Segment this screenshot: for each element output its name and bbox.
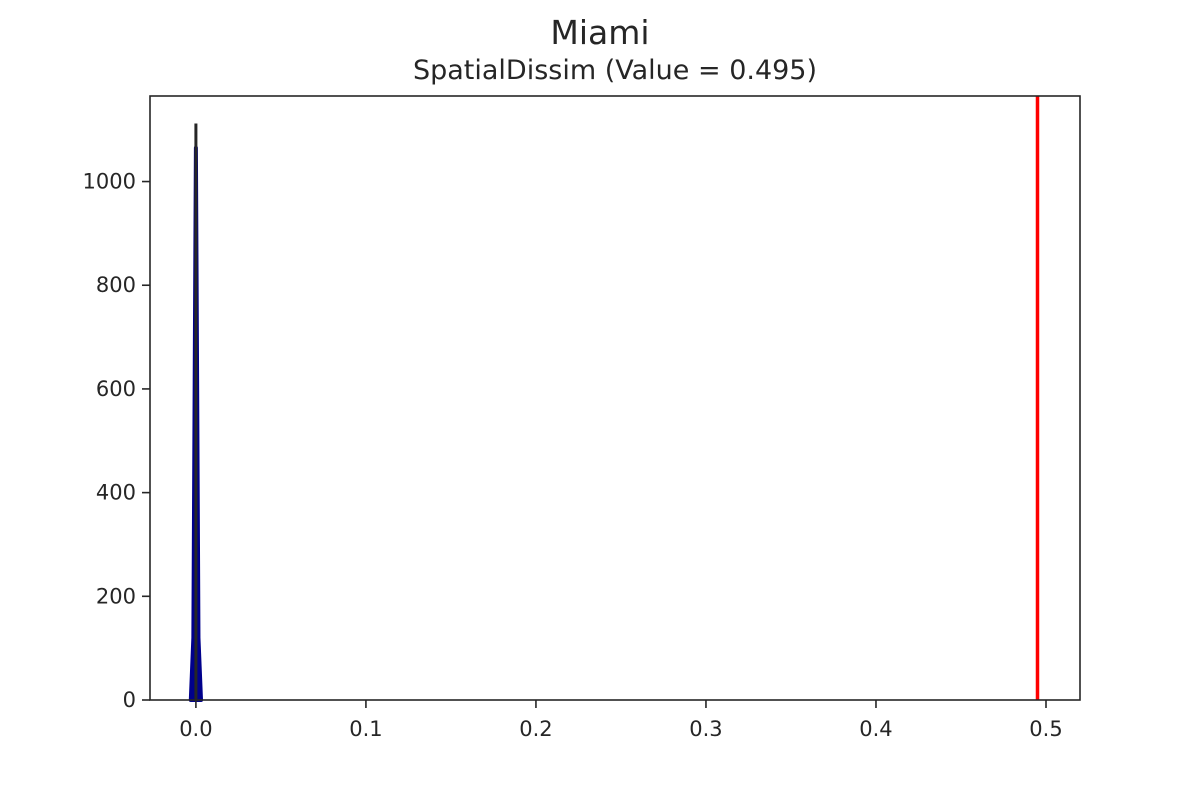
- y-axis: 0 200 400 600 800 1000: [83, 170, 150, 712]
- x-tick-label: 0.3: [689, 717, 722, 741]
- y-tick-label: 200: [96, 584, 136, 608]
- y-tick-label: 400: [96, 481, 136, 505]
- x-tick-label: 0.5: [1029, 717, 1062, 741]
- y-tick-label: 1000: [83, 170, 136, 194]
- x-tick-label: 0.0: [179, 717, 212, 741]
- y-tick-label: 600: [96, 377, 136, 401]
- chart-title: Miami: [550, 13, 649, 52]
- x-axis: 0.0 0.1 0.2 0.3 0.4 0.5: [179, 700, 1063, 741]
- x-tick-label: 0.1: [349, 717, 382, 741]
- y-tick-label: 0: [123, 688, 136, 712]
- axes-frame: [149, 95, 1081, 701]
- x-tick-label: 0.2: [519, 717, 552, 741]
- chart-subtitle: SpatialDissim (Value = 0.495): [413, 55, 817, 86]
- y-tick-label: 800: [96, 273, 136, 297]
- plot-area: [188, 96, 1040, 702]
- x-tick-label: 0.4: [859, 717, 892, 741]
